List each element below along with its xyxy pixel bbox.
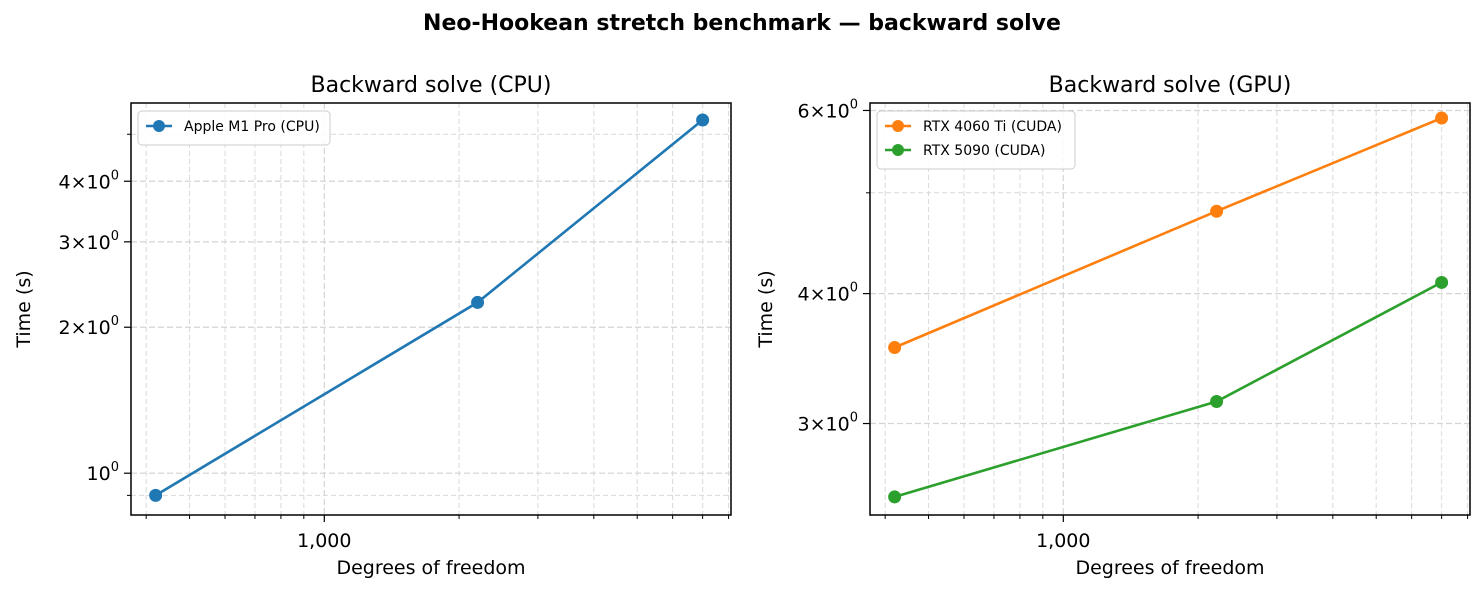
cpu-chart-title: Backward solve (CPU) [311, 73, 552, 98]
gpu-series-1-point [1210, 394, 1224, 408]
gpu-legend-swatch-marker [892, 120, 904, 132]
gpu-legend-swatch-marker [892, 144, 904, 156]
gpu-chart: 1,000 3×100 4×100 6×100 Backward solve (GPU)… [755, 73, 1471, 579]
gpu-x-axis-label: Degrees of freedom [1075, 557, 1264, 579]
gpu-series-0-point [1435, 111, 1449, 125]
cpu-series-0-point [471, 295, 485, 309]
gpu-series-1-line [894, 281, 1443, 499]
gpu-y-tick-label: 4×100 [798, 281, 858, 306]
figure-title: Neo-Hookean stretch benchmark — backward… [423, 11, 1061, 36]
cpu-chart: 1,000 100 2×100 3×100 4×100 Backward solve (C… [13, 73, 732, 579]
cpu-series-0-line [154, 118, 704, 497]
cpu-y-axis-label: Time (s) [13, 270, 35, 348]
gpu-x-tick-label: 1,000 [1036, 530, 1090, 552]
gpu-chart-title: Backward solve (GPU) [1049, 73, 1292, 98]
gpu-y-tick-label: 3×100 [798, 411, 858, 436]
cpu-axes-frame [130, 102, 732, 516]
cpu-series-0-point [149, 488, 163, 502]
gpu-legend-label: RTX 4060 Ti (CUDA) [923, 119, 1062, 135]
gpu-y-axis-label: Time (s) [755, 270, 777, 348]
cpu-y-tick-label: 100 [87, 460, 119, 485]
gpu-legend [876, 110, 1076, 170]
gpu-series-1-point [888, 490, 902, 504]
gpu-series-1-point [1435, 275, 1449, 289]
cpu-legend [137, 110, 331, 146]
cpu-x-tick-label: 1,000 [297, 530, 351, 552]
gpu-y-tick-label: 6×100 [798, 97, 858, 122]
cpu-y-tick-label: 2×100 [59, 314, 119, 339]
gpu-legend-label: RTX 5090 (CUDA) [923, 143, 1045, 159]
cpu-legend-swatch-marker [153, 120, 165, 132]
cpu-x-axis-label: Degrees of freedom [336, 557, 525, 579]
cpu-series-0-point [696, 113, 710, 127]
gpu-series-0-point [888, 340, 902, 354]
gpu-series-0-point [1210, 204, 1224, 218]
cpu-legend-label: Apple M1 Pro (CPU) [184, 119, 320, 135]
gpu-axes-frame [869, 102, 1471, 516]
cpu-y-tick-label: 4×100 [59, 168, 119, 193]
cpu-y-tick-label: 3×100 [59, 229, 119, 254]
